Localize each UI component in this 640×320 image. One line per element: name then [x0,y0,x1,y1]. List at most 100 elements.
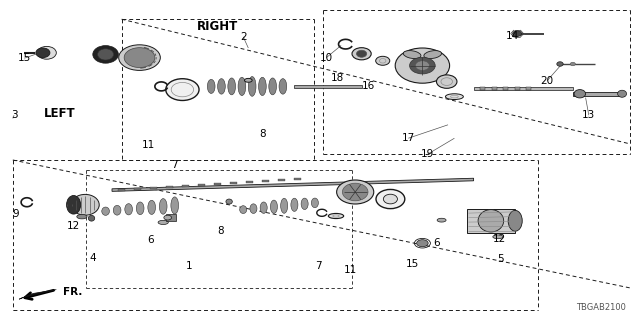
Bar [492,87,497,90]
Text: 12: 12 [67,220,80,231]
Ellipse shape [328,213,344,219]
Ellipse shape [71,195,99,215]
Ellipse shape [228,78,236,95]
Ellipse shape [218,79,225,94]
Text: 15: 15 [18,53,31,63]
Ellipse shape [281,198,288,213]
Text: 18: 18 [331,73,344,84]
Ellipse shape [239,206,247,213]
Text: 12: 12 [493,234,506,244]
Ellipse shape [478,210,504,232]
Ellipse shape [93,46,118,63]
Bar [474,87,573,90]
Bar [503,87,508,90]
Bar [515,87,520,90]
Ellipse shape [415,61,429,70]
Text: FR.: FR. [63,287,82,297]
Ellipse shape [376,56,390,65]
Text: 9: 9 [13,209,19,220]
Bar [480,87,485,90]
Ellipse shape [248,76,256,96]
Ellipse shape [98,49,114,60]
Ellipse shape [403,51,421,59]
Ellipse shape [159,199,167,214]
Bar [214,183,221,185]
Ellipse shape [279,79,287,94]
Ellipse shape [410,57,435,74]
Bar [182,185,189,187]
Ellipse shape [166,79,199,100]
Ellipse shape [113,205,121,215]
Ellipse shape [436,75,457,88]
Bar [262,180,269,182]
Ellipse shape [102,207,109,215]
Text: 16: 16 [362,81,374,92]
Text: 13: 13 [582,110,595,120]
Text: 17: 17 [402,133,415,143]
Ellipse shape [574,90,586,98]
Ellipse shape [513,31,522,36]
Text: TBGAB2100: TBGAB2100 [576,303,626,312]
Bar [294,85,362,88]
Bar [278,179,285,181]
Ellipse shape [250,204,257,213]
Text: 19: 19 [421,149,434,159]
Text: 8: 8 [218,226,224,236]
Bar [134,188,141,190]
Ellipse shape [424,51,442,59]
Ellipse shape [238,77,246,96]
Ellipse shape [301,198,308,210]
Ellipse shape [417,240,428,247]
Ellipse shape [67,196,81,214]
Text: 7: 7 [316,261,322,271]
Ellipse shape [77,214,87,219]
Ellipse shape [570,62,575,66]
Ellipse shape [352,48,371,60]
Ellipse shape [260,202,268,213]
Ellipse shape [445,94,463,100]
Text: 14: 14 [506,31,518,41]
Bar [573,92,624,96]
Text: 20: 20 [541,76,554,86]
Ellipse shape [337,180,374,204]
Ellipse shape [269,78,276,95]
Text: 4: 4 [90,252,96,263]
Bar [246,181,253,183]
Ellipse shape [207,79,215,93]
Ellipse shape [136,202,144,215]
Ellipse shape [376,189,404,209]
Text: 3: 3 [11,110,17,120]
Ellipse shape [396,48,450,83]
Bar [118,189,125,191]
Text: 10: 10 [320,52,333,63]
Ellipse shape [124,48,155,68]
Ellipse shape [148,200,156,214]
Text: 6: 6 [433,237,440,248]
Polygon shape [19,290,56,299]
Ellipse shape [312,198,319,208]
Bar [467,209,515,233]
Ellipse shape [493,235,503,239]
Text: 8: 8 [259,129,266,140]
Text: 15: 15 [406,259,419,269]
Bar [166,186,173,188]
Text: 6: 6 [147,235,154,245]
Ellipse shape [226,199,232,204]
Text: RIGHT: RIGHT [197,20,238,33]
Text: 5: 5 [497,253,504,264]
Ellipse shape [437,218,446,222]
Text: 11: 11 [344,265,357,276]
Ellipse shape [271,200,278,213]
Text: 1: 1 [186,261,192,271]
Ellipse shape [158,220,168,225]
Bar [526,87,531,90]
Ellipse shape [88,215,95,221]
Bar [294,178,301,180]
Polygon shape [112,178,474,191]
Ellipse shape [508,211,522,231]
Text: LEFT: LEFT [44,107,76,120]
Bar [198,184,205,186]
Text: 11: 11 [142,140,155,150]
Text: 7: 7 [171,160,177,170]
Ellipse shape [259,77,266,96]
